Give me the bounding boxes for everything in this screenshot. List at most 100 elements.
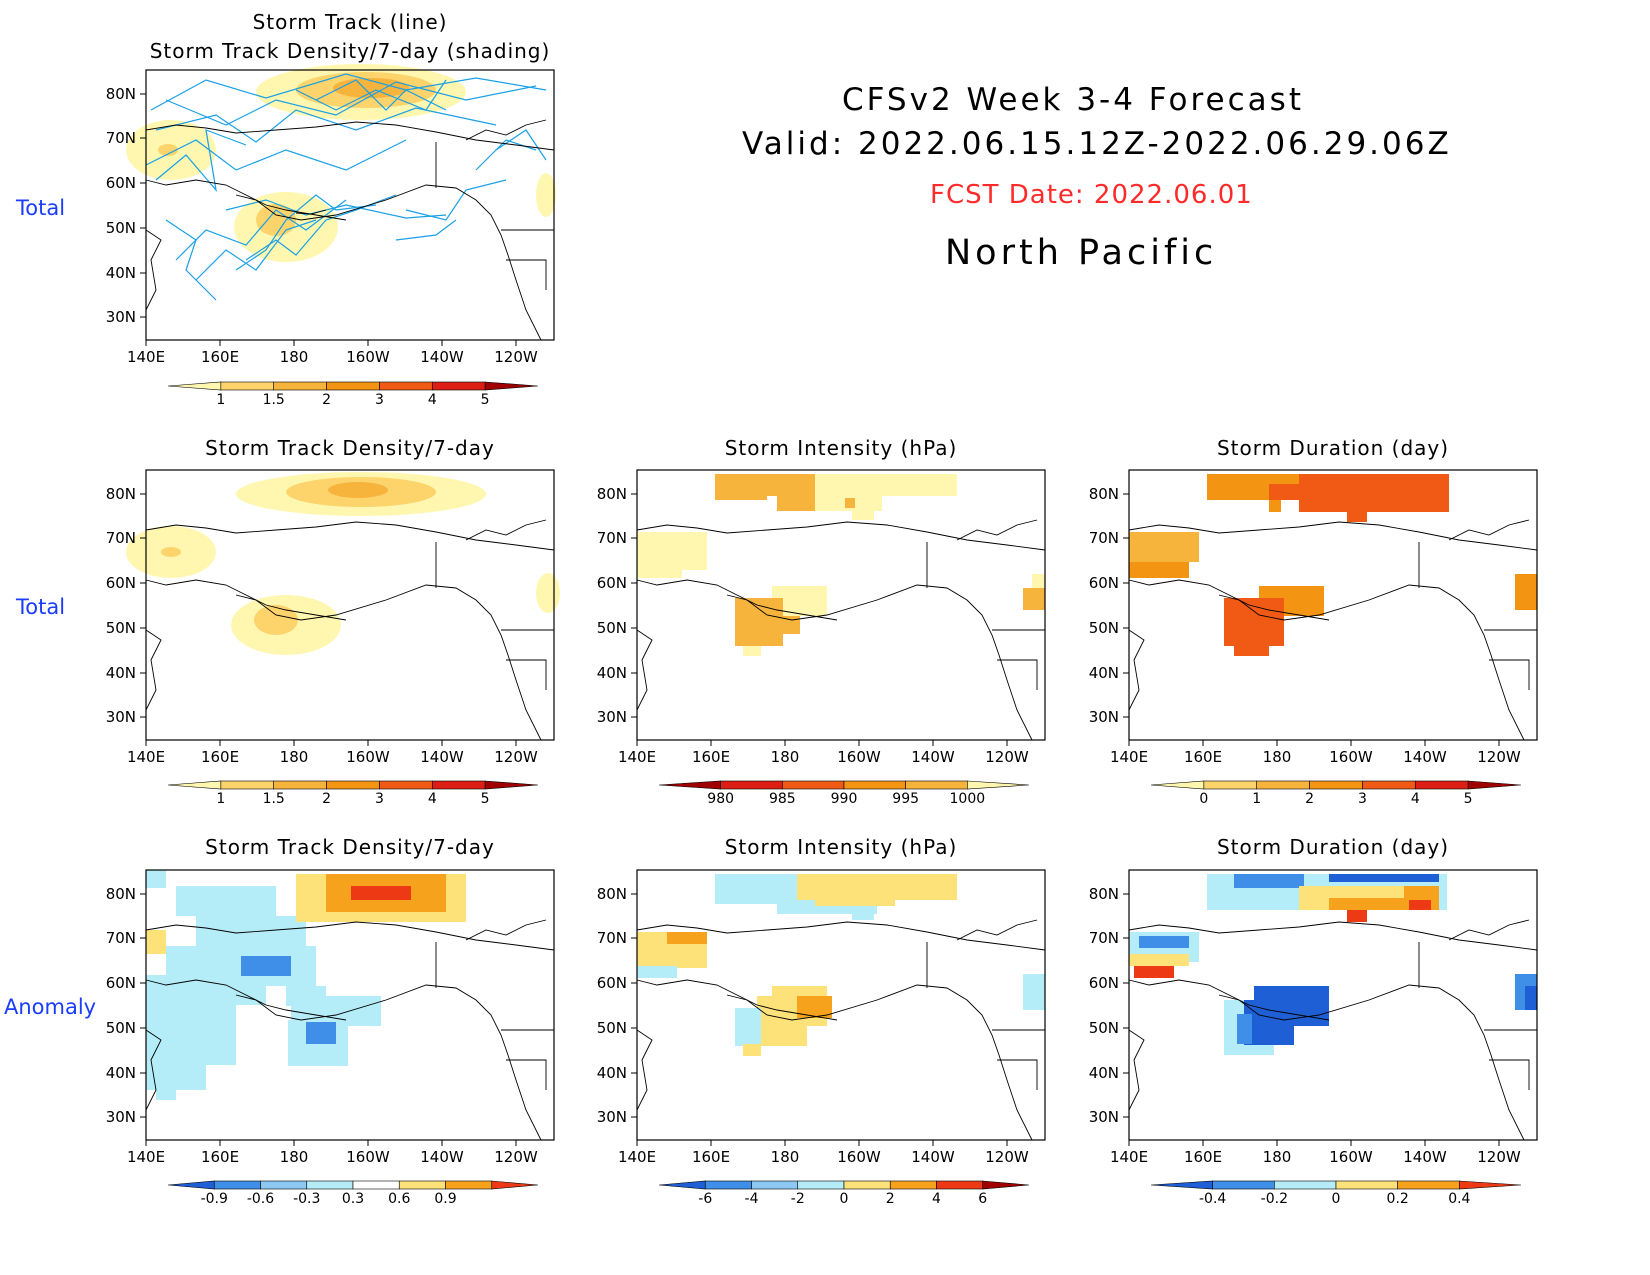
lon-label: 160E [1184, 748, 1222, 766]
colorbar-swatch [889, 1180, 937, 1190]
panel1-title-line2: Storm Track Density/7-day (shading) [149, 39, 551, 63]
axis-ticks: 80N 70N 60N 50N 40N 30N 140E 160E 180 160W 140W 120… [106, 85, 538, 366]
colorbar-label: -0.3 [293, 1191, 320, 1207]
lon-label: 180 [771, 1148, 800, 1166]
lat-label: 60N [1089, 574, 1119, 592]
colorbar-swatch [445, 1180, 493, 1190]
colorbar-swatch [379, 381, 433, 391]
lat-label: 40N [1089, 1064, 1119, 1082]
lon-label: 160W [346, 348, 390, 366]
map-duration-total: 80N 70N 60N 50N 40N 30N 140E 160E 180 160W 140W 120… [1089, 469, 1538, 766]
lon-label: 140E [127, 748, 165, 766]
lat-label: 30N [1089, 708, 1119, 726]
colorbar-swatch [326, 780, 380, 790]
colorbar-duration-total: 0 1 2 3 4 5 [1150, 780, 1522, 807]
lat-label: 60N [597, 974, 627, 992]
axis-ticks: 80N 70N 60N 50N 40N 30N 140E 160E 180 160W 140W 120… [597, 885, 1029, 1166]
colorbar-label: -0.2 [1261, 1191, 1288, 1207]
axis-ticks: 80N 70N 60N 50N 40N 30N 140E 160E 180 160W 140W 120… [1089, 485, 1521, 766]
colorbar-label: 980 [707, 791, 734, 807]
lat-label: 80N [1089, 885, 1119, 903]
map-duration-anomaly: 80N 70N 60N 50N 40N 30N 140E 160E 180 160W 140W 120… [1089, 869, 1538, 1166]
colorbar-swatch [220, 381, 275, 391]
lat-label: 50N [1089, 619, 1119, 637]
lon-label: 160W [1329, 1148, 1373, 1166]
colorbar-label: -6 [698, 1191, 712, 1207]
map-storm-track-total: 80N 70N 60N 50N 40N 30N 140E 160E 180 160W 140W 120… [106, 64, 556, 366]
duration-shading [1129, 474, 1537, 656]
main-title-line1: CFSv2 Week 3-4 Forecast [842, 82, 1304, 118]
colorbar-label: -0.4 [1199, 1191, 1226, 1207]
panel3-title: Storm Intensity (hPa) [724, 436, 958, 460]
lat-label: 40N [106, 664, 136, 682]
lon-label: 180 [280, 348, 309, 366]
coastlines [145, 919, 555, 1141]
colorbar-swatch [306, 1180, 354, 1190]
colorbar-swatch [658, 780, 721, 790]
colorbar-swatch [704, 1180, 752, 1190]
colorbar-label: 1.5 [263, 392, 285, 408]
colorbar-swatch [431, 381, 486, 391]
lon-label: 140E [618, 748, 656, 766]
map-frame [636, 869, 1046, 1141]
colorbar-swatch [431, 780, 486, 790]
colorbar-label: 1.5 [263, 791, 285, 807]
panel5-title: Storm Track Density/7-day [205, 835, 495, 859]
colorbar-label: 4 [428, 791, 437, 807]
lon-label: 160E [692, 748, 730, 766]
row-label-anomaly: Anomaly [4, 995, 97, 1019]
colorbar-swatch [398, 1180, 446, 1190]
lat-label: 70N [597, 929, 627, 947]
colorbar-swatch [273, 381, 327, 391]
colorbar-swatch [1467, 780, 1522, 790]
lon-label: 140W [911, 748, 955, 766]
colorbar-label: 1 [216, 791, 225, 807]
lon-label: 140E [1110, 748, 1148, 766]
colorbar-label: 2 [886, 1191, 895, 1207]
lon-label: 180 [280, 748, 309, 766]
lon-label: 120W [985, 748, 1029, 766]
colorbar-label: -4 [745, 1191, 759, 1207]
coastlines [145, 119, 555, 341]
lat-label: 60N [1089, 974, 1119, 992]
lon-label: 140W [911, 1148, 955, 1166]
axis-ticks: 80N 70N 60N 50N 40N 30N 140E 160E 180 160W 140W 120… [106, 885, 538, 1166]
colorbar-swatch [658, 1180, 706, 1190]
lat-label: 30N [106, 308, 136, 326]
lat-label: 50N [1089, 1019, 1119, 1037]
colorbar-swatch [1397, 1180, 1460, 1190]
colorbar-swatch [751, 1180, 799, 1190]
axis-ticks: 80N 70N 60N 50N 40N 30N 140E 160E 180 160W 140W 120… [1089, 885, 1521, 1166]
lon-label: 160E [692, 1148, 730, 1166]
map-density-anomaly: 80N 70N 60N 50N 40N 30N 140E 160E 180 160W 140W 120… [106, 869, 555, 1166]
colorbar-swatch [1256, 780, 1310, 790]
map-intensity-total: 80N 70N 60N 50N 40N 30N 140E 160E 180 160W 140W 120… [597, 469, 1046, 766]
lat-label: 30N [597, 708, 627, 726]
colorbar-label: 985 [769, 791, 796, 807]
colorbar-swatch [905, 780, 968, 790]
coastlines [636, 519, 1046, 741]
colorbar-intensity-anomaly: -6 -4 -2 0 2 4 6 [658, 1180, 1030, 1207]
lon-label: 160W [837, 1148, 881, 1166]
lat-label: 30N [597, 1108, 627, 1126]
lat-label: 70N [106, 529, 136, 547]
storm-track-lines [145, 73, 547, 301]
anomaly-shading [1129, 874, 1537, 1055]
panel4-title: Storm Duration (day) [1216, 436, 1450, 460]
colorbar-label: 0 [840, 1191, 849, 1207]
lon-label: 160E [201, 348, 239, 366]
colorbar-label: 0 [1332, 1191, 1341, 1207]
axis-ticks: 80N 70N 60N 50N 40N 30N 140E 160E 180 160W 140W 120… [597, 485, 1029, 766]
colorbar-label: 5 [1464, 791, 1473, 807]
colorbar-label: 0.2 [1387, 1191, 1409, 1207]
colorbar-label: -0.9 [201, 1191, 228, 1207]
colorbar-swatch [1309, 780, 1363, 790]
colorbar-swatch [326, 381, 380, 391]
colorbar-label: -0.6 [247, 1191, 274, 1207]
colorbar-density-anomaly: -0.9 -0.6 -0.3 0.3 0.6 0.9 [167, 1180, 539, 1207]
panel1-title-line1: Storm Track (line) [252, 10, 448, 34]
lat-label: 70N [106, 929, 136, 947]
colorbar-label: 3 [375, 392, 384, 408]
lon-label: 160E [201, 1148, 239, 1166]
lat-label: 80N [106, 885, 136, 903]
